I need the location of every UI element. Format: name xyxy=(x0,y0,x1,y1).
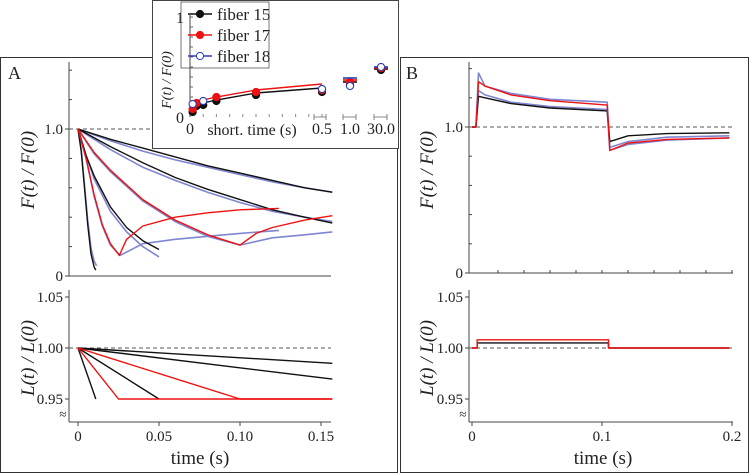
series-line-black xyxy=(77,347,97,400)
x-tick-label: 0 xyxy=(468,429,476,445)
series-line-black xyxy=(77,347,333,364)
inset-frame xyxy=(152,0,399,149)
inset: F(t) / F(0) short. time (s) 0 1 0 0.5 1.0 30.… xyxy=(152,0,399,149)
series-line-black xyxy=(77,128,333,224)
series-line-black xyxy=(77,347,160,400)
y-tick-label: 1.00 xyxy=(37,341,63,357)
inset-x-tick-label: 0 xyxy=(186,121,194,138)
inset-axis-break-icon xyxy=(342,114,357,120)
inset-plot: 0 1 0 0.5 1.0 30.0 fiber 15 fiber 17 fiber 18 xyxy=(176,1,395,138)
panel-a-force-plot: 01.0 xyxy=(44,62,333,285)
series-line-red xyxy=(77,128,279,257)
x-tick-label: 0.2 xyxy=(723,429,742,445)
series-line-black xyxy=(77,128,160,251)
panel-a-length-plot: 0.95 1.00 1.05 0 0.05 0.10 0.15 ≈ xyxy=(37,290,334,445)
panel-a-force-ylabel: F(t) / F(0) xyxy=(18,131,39,210)
x-tick-label: 0 xyxy=(74,429,82,445)
inset-data-point xyxy=(188,99,197,109)
inset-data-point xyxy=(345,81,355,91)
panel-a-length-ylabel: L(t) / L(0) xyxy=(18,320,39,397)
panel-b-length-plot: 0.95 1.00 1.05 0 0.1 0.2 ≈ xyxy=(437,290,742,445)
legend-marker xyxy=(195,30,205,40)
inset-x-tick-label: 1.0 xyxy=(340,121,360,138)
inset-x-tick-label: 0.5 xyxy=(312,121,332,138)
legend-label: fiber 15 xyxy=(217,5,270,24)
series-line-black xyxy=(77,128,97,271)
series-line-red xyxy=(472,339,730,349)
panel-b-label: B xyxy=(406,63,418,83)
inset-y-tick-label: 0 xyxy=(176,110,184,127)
y-tick-label: 0.95 xyxy=(37,392,63,408)
series-line-black xyxy=(77,347,333,380)
legend-label: fiber 17 xyxy=(217,26,271,45)
legend-marker xyxy=(195,9,205,19)
panel-a-xlabel: time (s) xyxy=(171,448,230,469)
x-tick-label: 0.1 xyxy=(593,429,612,445)
inset-axis-break-icon xyxy=(373,114,388,120)
series-line-red xyxy=(472,80,730,152)
y-tick-label: 0 xyxy=(456,266,464,282)
inset-data-point xyxy=(317,84,327,94)
y-tick-label: 1.05 xyxy=(437,290,463,306)
inset-data-point xyxy=(212,92,221,102)
y-tick-label: 1.0 xyxy=(44,122,63,138)
inset-ylabel: F(t) / F(0) xyxy=(160,51,175,110)
inset-axis-break-icon xyxy=(313,114,327,120)
inset-y-tick-label: 1 xyxy=(176,10,184,27)
inset-xlabel: short. time (s) xyxy=(207,122,296,139)
y-tick-label: 1.00 xyxy=(437,341,463,357)
series-line-red xyxy=(77,347,333,400)
panel-b-force-plot: 01.0 xyxy=(444,62,733,282)
x-tick-label: 0.15 xyxy=(308,429,334,445)
inset-data-point xyxy=(199,96,208,106)
legend-marker xyxy=(195,51,205,61)
series-line-blue xyxy=(77,128,333,246)
y-tick-label: 1.0 xyxy=(444,120,463,136)
legend-box xyxy=(180,1,270,69)
legend-label: fiber 18 xyxy=(217,47,270,66)
panel-a-label: A xyxy=(8,63,21,83)
series-line-black xyxy=(77,128,333,193)
series-line-red xyxy=(77,128,333,246)
inset-data-point xyxy=(251,87,261,97)
y-tick-label: 0 xyxy=(56,269,64,285)
panel-b-length-ylabel: L(t) / L(0) xyxy=(417,320,438,397)
x-tick-label: 0.05 xyxy=(146,429,172,445)
x-tick-label: 0.10 xyxy=(227,429,253,445)
panel-b-force-ylabel: F(t) / F(0) xyxy=(417,131,438,210)
inset-data-point xyxy=(376,62,386,72)
inset-x-tick-label: 30.0 xyxy=(367,121,395,138)
y-tick-label: 0.95 xyxy=(437,392,463,408)
axis-break-icon: ≈ xyxy=(59,406,66,421)
y-tick-label: 1.05 xyxy=(37,290,63,306)
axis-break-icon: ≈ xyxy=(459,406,466,421)
panel-b-xlabel: time (s) xyxy=(574,448,633,469)
